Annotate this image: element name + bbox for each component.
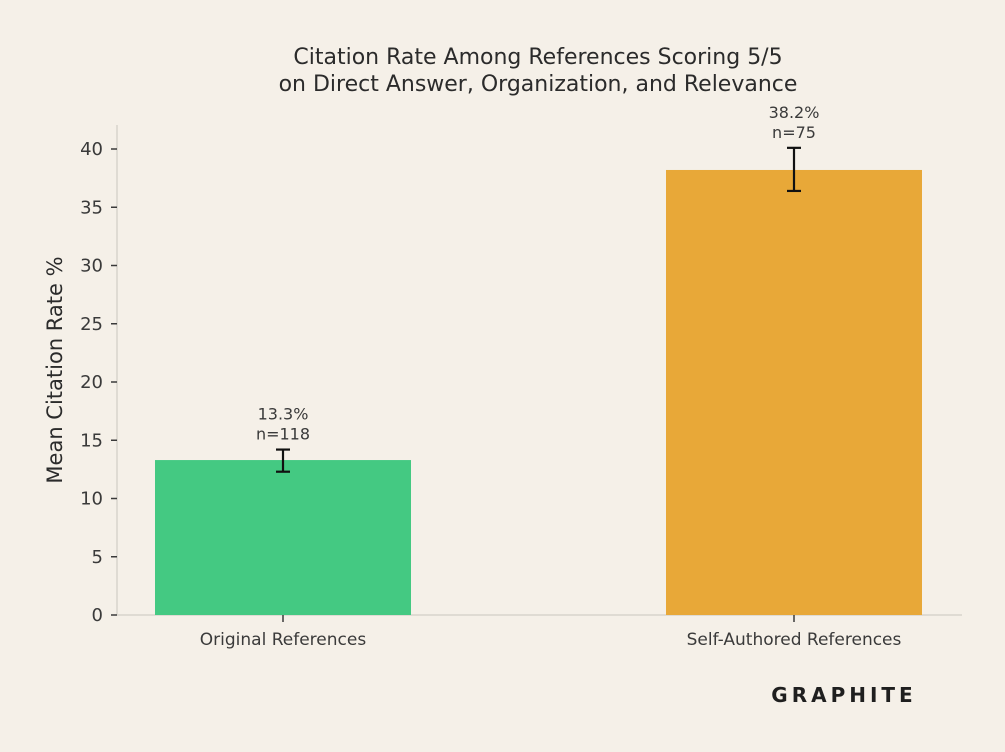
y-tick-label: 35	[80, 197, 103, 218]
chart-title-line-1: Citation Rate Among References Scoring 5…	[293, 45, 782, 70]
bar	[155, 460, 411, 615]
chart-title-line-2: on Direct Answer, Organization, and Rele…	[279, 72, 798, 97]
y-tick-label: 5	[92, 547, 103, 568]
bars-group: 13.3%n=118 38.2%n=75	[155, 103, 922, 615]
value-label: 13.3%	[258, 405, 309, 424]
brand-logo: GRAPHITE	[771, 683, 916, 707]
bar	[666, 169, 922, 615]
value-label: 38.2%	[769, 103, 820, 122]
y-tick-label: 10	[80, 489, 103, 510]
x-tick-label: Original References	[200, 630, 367, 650]
y-axis-ticks: 0 5 10 15 20 25 30 35 40	[80, 139, 117, 626]
y-tick-label: 20	[80, 372, 103, 393]
y-tick-label: 15	[80, 430, 103, 451]
n-label: n=118	[256, 425, 310, 444]
y-axis-label: Mean Citation Rate %	[43, 256, 67, 483]
y-tick-label: 40	[80, 139, 103, 160]
x-tick-label: Self-Authored References	[687, 630, 902, 650]
y-tick-label: 25	[80, 314, 103, 335]
y-tick-label: 30	[80, 256, 103, 277]
x-axis-ticks: Original References Self-Authored Referen…	[200, 615, 902, 650]
n-label: n=75	[772, 123, 816, 142]
y-tick-label: 0	[92, 605, 103, 626]
